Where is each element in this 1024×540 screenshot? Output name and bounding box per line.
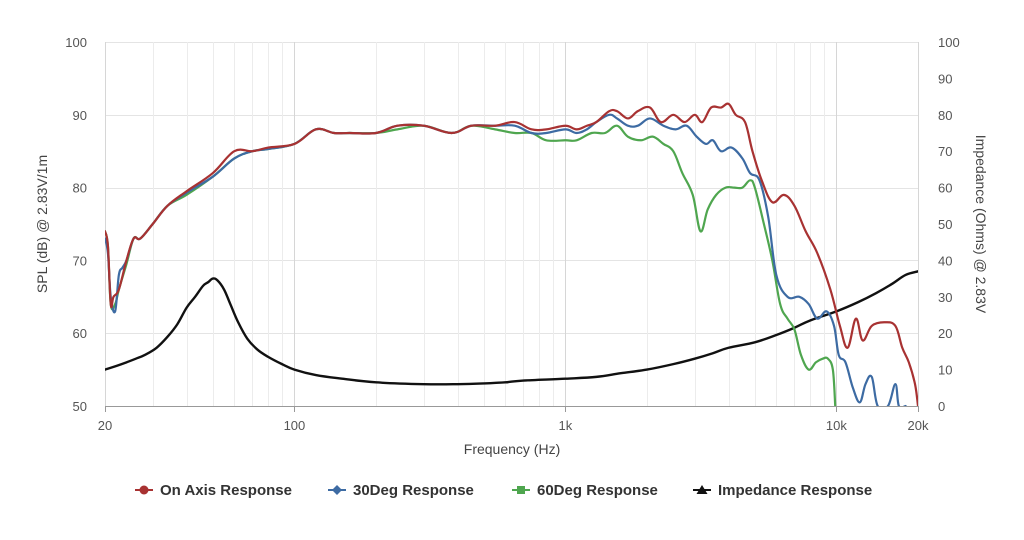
legend-item-60deg-response[interactable]: 60Deg Response [512, 482, 658, 499]
y2-tick-label: 100 [938, 35, 960, 50]
y2-tick-label: 60 [938, 181, 952, 196]
series-line-60deg-response [105, 124, 837, 406]
legend-diamond-marker [332, 485, 342, 495]
y2-tick-label: 90 [938, 71, 952, 86]
x-tick-label: 20 [98, 418, 112, 433]
series-line-impedance-response [105, 270, 918, 386]
x-axis-title: Frequency (Hz) [464, 441, 560, 457]
y2-tick-label: 50 [938, 217, 952, 232]
series-line-30deg-response [105, 113, 907, 406]
legend: On Axis Response 30Deg Response 60Deg Resp… [135, 482, 872, 499]
legend-item-impedance-response[interactable]: Impedance Response [693, 482, 872, 499]
legend-triangle-marker [696, 485, 708, 494]
series-line-on-axis-response [105, 102, 918, 406]
y2-tick-label: 0 [938, 399, 945, 414]
x-tick-label: 10k [826, 418, 847, 433]
legend-circle-marker [139, 485, 149, 495]
y-tick-label: 90 [73, 108, 87, 123]
y-tick-label: 70 [73, 253, 87, 268]
x-tick-label: 20k [908, 418, 929, 433]
y2-tick-label: 20 [938, 326, 952, 341]
series-lines [105, 102, 918, 406]
legend-label: On Axis Response [160, 482, 292, 499]
y2-tick-label: 30 [938, 290, 952, 305]
legend-item-on-axis-response[interactable]: On Axis Response [135, 482, 292, 499]
y2-tick-label: 40 [938, 253, 952, 268]
legend-label: Impedance Response [718, 482, 872, 499]
y2-tick-label: 70 [938, 144, 952, 159]
grid-lines [105, 42, 919, 407]
y-tick-label: 50 [73, 399, 87, 414]
y-tick-label: 60 [73, 326, 87, 341]
y-tick-label: 80 [73, 181, 87, 196]
y2-axis-title: Impedance (Ohms) @ 2.83V [973, 135, 989, 314]
x-tick-label: 1k [559, 418, 573, 433]
y-tick-label: 100 [65, 35, 87, 50]
y2-tick-label: 10 [938, 363, 952, 378]
tick-labels: 20 100 1k 10k 20k 50 60 70 80 90 100 0 10 20 30 40 50 60 7… [65, 35, 959, 433]
legend-square-marker [517, 486, 525, 494]
legend-label: 60Deg Response [537, 482, 658, 499]
x-tick-label: 100 [284, 418, 306, 433]
legend-item-30deg-response[interactable]: 30Deg Response [328, 482, 474, 499]
y2-tick-label: 80 [938, 108, 952, 123]
y-axis-title: SPL (dB) @ 2.83V/1m [34, 155, 50, 293]
legend-label: 30Deg Response [353, 482, 474, 499]
